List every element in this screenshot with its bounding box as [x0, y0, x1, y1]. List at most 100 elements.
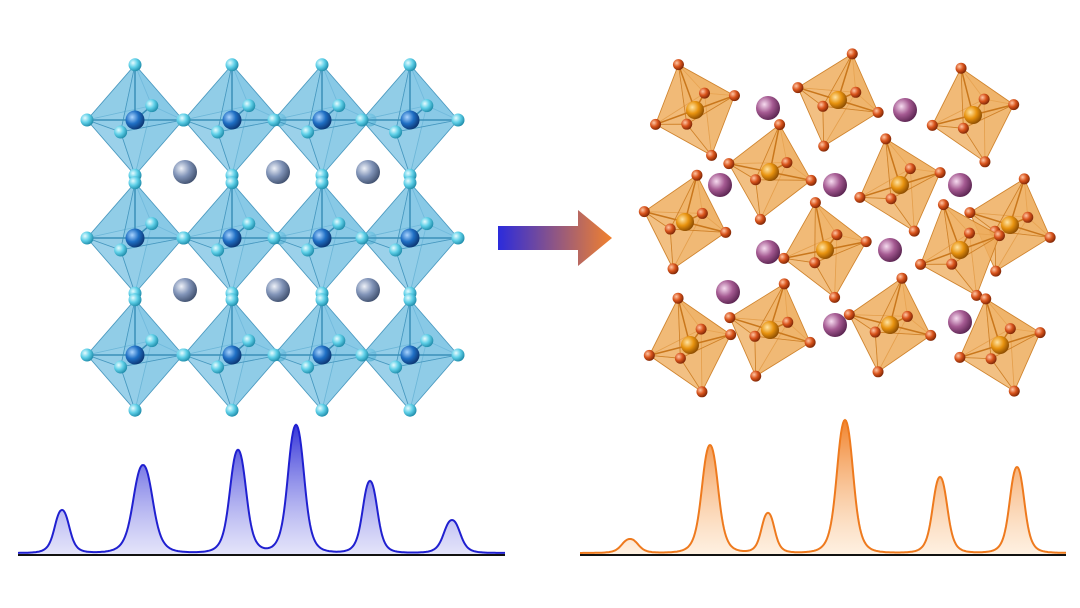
anion-atom	[145, 99, 159, 113]
anion-atom	[420, 217, 434, 231]
anion-atom	[225, 403, 239, 417]
b-site-atom	[991, 336, 1009, 354]
anion-atom	[177, 113, 191, 127]
b-site-atom	[312, 228, 332, 248]
octahedron-face	[120, 237, 185, 294]
a-site-atom	[173, 160, 197, 184]
anion-atom	[778, 252, 790, 264]
anion-atom	[792, 82, 804, 94]
anion-atom	[114, 360, 128, 374]
anion-atom	[843, 309, 855, 321]
b-site-atom	[951, 241, 969, 259]
anion-atom	[128, 293, 142, 307]
anion-atom	[211, 243, 225, 257]
anion-atom	[691, 169, 703, 181]
octahedron-face	[307, 119, 372, 176]
anion-atom	[869, 326, 881, 338]
anion-atom	[267, 113, 281, 127]
anion-atom	[672, 292, 684, 304]
anion-atom	[389, 243, 403, 257]
anion-atom	[145, 334, 159, 348]
anion-atom	[225, 58, 239, 72]
a-site-atom	[756, 96, 780, 120]
anion-atom	[971, 289, 983, 301]
anion-atom	[211, 360, 225, 374]
octahedron-face	[307, 354, 372, 411]
anion-atom	[355, 231, 369, 245]
anion-atom	[301, 360, 315, 374]
anion-atom	[420, 334, 434, 348]
a-site-atom	[266, 278, 290, 302]
anion-atom	[979, 156, 991, 168]
transition-arrow	[498, 210, 612, 266]
b-site-atom	[400, 228, 420, 248]
anion-atom	[804, 336, 816, 348]
octahedron-face	[962, 103, 1015, 163]
anion-atom	[915, 258, 927, 270]
octahedron-face	[994, 230, 1052, 272]
anion-atom	[1022, 211, 1034, 223]
anion-atom	[831, 229, 843, 241]
octahedron-face	[120, 119, 185, 176]
anion-atom	[315, 176, 329, 190]
anion-atom	[1008, 385, 1020, 397]
anion-atom	[782, 316, 794, 328]
anion-atom	[1018, 173, 1030, 185]
anion-atom	[696, 207, 708, 219]
octahedron-face	[755, 179, 813, 221]
anion-atom	[225, 176, 239, 190]
anion-atom	[846, 48, 858, 60]
anion-atom	[926, 119, 938, 131]
a-site-atom	[716, 280, 740, 304]
anion-atom	[978, 93, 990, 105]
anion-atom	[754, 213, 766, 225]
anion-atom	[724, 312, 736, 324]
anion-atom	[954, 351, 966, 363]
anion-atom	[695, 323, 707, 335]
anion-atom	[1034, 327, 1046, 339]
anion-atom	[937, 199, 949, 211]
b-site-atom	[681, 336, 699, 354]
anion-atom	[80, 113, 94, 127]
anion-atom	[664, 223, 676, 235]
a-site-atom	[948, 310, 972, 334]
b-site-atom	[676, 213, 694, 231]
anion-atom	[389, 125, 403, 139]
anion-atom	[451, 231, 465, 245]
b-site-atom	[222, 345, 242, 365]
anion-atom	[1044, 231, 1056, 243]
b-site-atom	[816, 241, 834, 259]
anion-atom	[706, 149, 718, 161]
anion-atom	[389, 360, 403, 374]
octahedron-face	[686, 94, 736, 157]
spectrum-line	[580, 418, 1066, 554]
octahedron-face	[669, 228, 727, 270]
b-site-atom	[400, 345, 420, 365]
spectrum-line	[18, 423, 505, 554]
a-site-atom	[878, 238, 902, 262]
anion-atom	[1004, 323, 1016, 335]
anion-atom	[301, 243, 315, 257]
anion-atom	[80, 348, 94, 362]
b-site-atom	[125, 110, 145, 130]
anion-atom	[946, 258, 958, 270]
anion-atom	[355, 113, 369, 127]
anion-atom	[925, 329, 937, 341]
anion-atom	[177, 348, 191, 362]
octahedron-face	[783, 202, 816, 264]
b-site-atom	[761, 321, 779, 339]
octahedron-face	[990, 331, 1041, 392]
anion-atom	[267, 231, 281, 245]
anion-atom	[681, 118, 693, 130]
b-site-atom	[125, 228, 145, 248]
octahedron-face	[395, 237, 460, 294]
a-site-atom	[356, 160, 380, 184]
spectra	[18, 418, 1066, 556]
octahedron-face	[814, 240, 868, 299]
anion-atom	[667, 263, 679, 275]
anion-atom	[955, 62, 967, 74]
anion-atom	[643, 349, 655, 361]
anion-atom	[723, 158, 735, 170]
anion-atom	[696, 386, 708, 398]
